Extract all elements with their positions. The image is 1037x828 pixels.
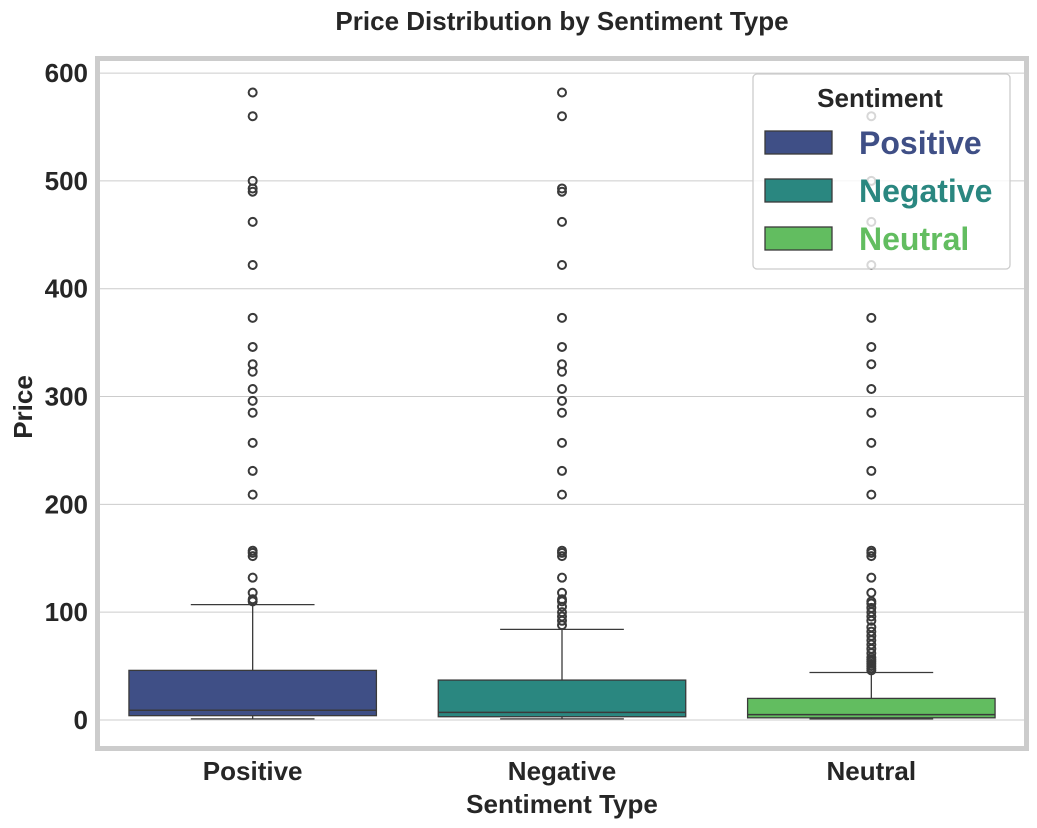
outlier-point (557, 489, 567, 500)
outlier-point (247, 395, 258, 406)
outlier-point (866, 359, 877, 370)
y-tick-label: 0 (74, 705, 88, 735)
legend-frame (752, 73, 1011, 270)
outlier-point (866, 545, 877, 556)
outlier-point (866, 587, 877, 598)
outlier-point (247, 111, 258, 122)
y-tick-label: 200 (45, 489, 88, 519)
outlier-point (557, 312, 567, 323)
outlier-point (247, 341, 258, 352)
outlier-point (557, 186, 567, 197)
outlier-point (557, 407, 567, 418)
outlier-point (557, 260, 567, 270)
y-tick-label: 500 (45, 166, 88, 196)
outlier-point (557, 607, 567, 618)
outlier-point (247, 587, 258, 598)
outlier-point (247, 359, 258, 370)
outlier-point (557, 611, 567, 622)
outlier-point (247, 594, 258, 605)
outlier-point (866, 489, 877, 500)
outlier-point (247, 465, 258, 476)
outlier-point (247, 489, 258, 500)
x-axis-label: Sentiment Type (466, 789, 658, 819)
plot-frame (95, 56, 1029, 751)
outlier-point (866, 465, 877, 476)
outlier-point (557, 572, 567, 583)
outlier-point (247, 216, 258, 227)
outlier-point (866, 572, 877, 583)
x-tick-label: Positive (203, 756, 303, 786)
outlier-point (247, 572, 258, 583)
outlier-point (557, 383, 567, 394)
outlier-point (866, 312, 877, 323)
x-tick-label: Neutral (827, 756, 917, 786)
outlier-point (557, 341, 567, 352)
outlier-point (247, 175, 258, 186)
outlier-point (557, 594, 567, 605)
y-tick-label: 600 (45, 58, 88, 88)
outlier-point (557, 395, 567, 406)
outlier-point (866, 551, 877, 562)
box-group (437, 87, 687, 720)
outlier-point (557, 545, 567, 556)
outlier-point (247, 260, 258, 270)
outlier-point (866, 622, 877, 633)
outlier-point (247, 551, 258, 562)
legend-entry-label: Positive (859, 125, 982, 161)
outlier-point (557, 551, 567, 562)
outlier-point (247, 437, 258, 448)
outlier-point (247, 383, 258, 394)
legend-swatch (764, 226, 833, 251)
outlier-point (247, 186, 258, 197)
y-tick-label: 300 (45, 382, 88, 412)
legend-entry-label: Negative (859, 173, 992, 209)
y-tick-label: 100 (45, 597, 88, 627)
outlier-point (866, 602, 877, 613)
outlier-point (866, 341, 877, 352)
boxes (128, 87, 996, 720)
outlier-point (557, 465, 567, 476)
outlier-point (557, 87, 567, 98)
box-group (128, 87, 378, 720)
y-axis-label: Price (8, 375, 38, 439)
y-tick-labels: 0 100 200 300 400 500 600 (45, 58, 88, 735)
legend-swatch (764, 130, 833, 155)
outlier-point (557, 216, 567, 227)
outlier-point (866, 437, 877, 448)
x-tick-labels: Positive Negative Neutral (203, 756, 916, 786)
outlier-point (247, 312, 258, 323)
legend-swatch (764, 178, 833, 203)
iqr-box (128, 669, 378, 717)
outlier-point (247, 545, 258, 556)
iqr-box (746, 697, 996, 719)
outlier-point (866, 626, 877, 637)
iqr-box (437, 679, 687, 718)
outlier-point (557, 587, 567, 598)
x-tick-label: Negative (508, 756, 616, 786)
y-tick-label: 400 (45, 274, 88, 304)
legend: Sentiment Positive Negative Neutral (752, 73, 1011, 270)
outlier-point (866, 407, 877, 418)
outlier-point (247, 87, 258, 98)
legend-entry-label: Neutral (859, 221, 969, 257)
outlier-point (866, 383, 877, 394)
legend-title: Sentiment (817, 83, 943, 113)
outlier-point (557, 359, 567, 370)
outlier-point (557, 183, 567, 194)
outlier-point (557, 111, 567, 122)
chart-title: Price Distribution by Sentiment Type (335, 6, 788, 36)
outlier-point (247, 407, 258, 418)
outlier-point (557, 437, 567, 448)
